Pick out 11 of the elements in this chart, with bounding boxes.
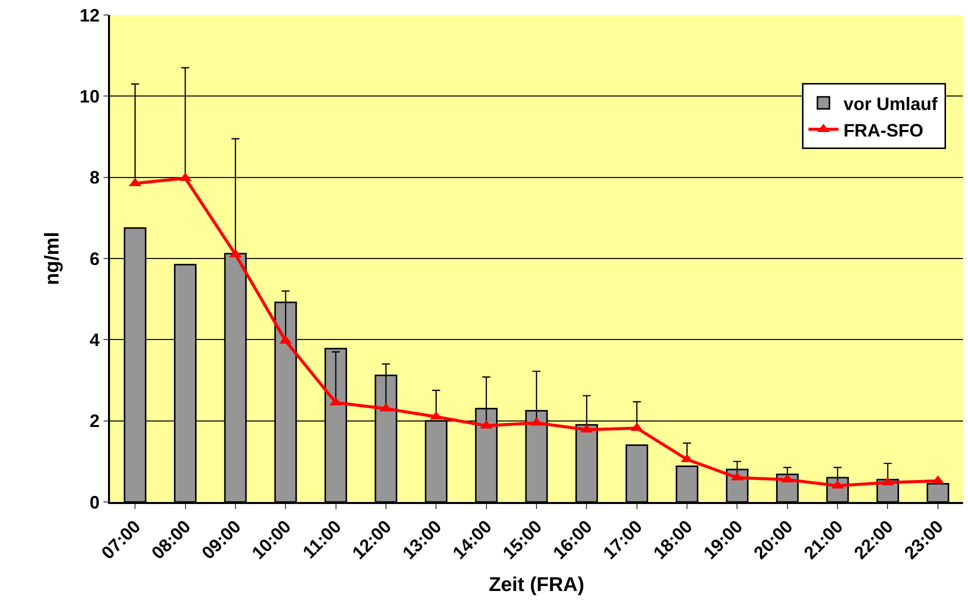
y-tick-label: 2 xyxy=(90,411,100,432)
y-tick-label: 0 xyxy=(90,492,100,512)
legend-label: FRA-SFO xyxy=(843,120,924,140)
y-tick-label: 10 xyxy=(80,86,100,106)
legend-label: vor Umlauf xyxy=(843,94,938,114)
x-axis-title: Zeit (FRA) xyxy=(488,574,584,596)
y-tick-label: 6 xyxy=(90,248,100,269)
y-axis-title: ng/ml xyxy=(42,232,64,286)
y-tick-label: 4 xyxy=(90,330,100,350)
y-tick-label: 8 xyxy=(90,168,100,188)
y-tick-label: 12 xyxy=(80,5,100,26)
